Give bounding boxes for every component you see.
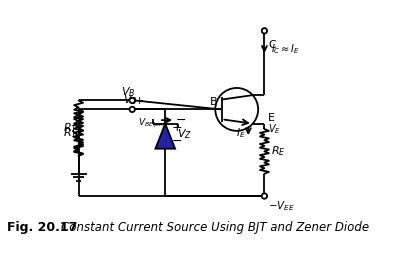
Text: $V_B$: $V_B$ bbox=[123, 93, 137, 107]
Text: $I_C \approx I_E$: $I_C \approx I_E$ bbox=[270, 42, 299, 56]
Text: $V_B$: $V_B$ bbox=[121, 85, 135, 99]
Text: $R_E$: $R_E$ bbox=[270, 145, 285, 158]
Text: $R_1$: $R_1$ bbox=[63, 126, 76, 140]
Text: B: B bbox=[209, 97, 216, 107]
Polygon shape bbox=[155, 124, 175, 149]
Circle shape bbox=[261, 28, 266, 33]
Text: $I_E$: $I_E$ bbox=[235, 126, 245, 140]
Circle shape bbox=[129, 107, 135, 112]
Text: $-V_{EE}$: $-V_{EE}$ bbox=[267, 200, 294, 213]
Circle shape bbox=[261, 193, 266, 199]
Text: $V_Z$: $V_Z$ bbox=[177, 127, 192, 141]
Text: −: − bbox=[175, 114, 186, 127]
Text: Constant Current Source Using BJT and Zener Diode: Constant Current Source Using BJT and Ze… bbox=[61, 221, 368, 234]
Text: Fig. 20.17: Fig. 20.17 bbox=[7, 221, 77, 234]
Text: −: − bbox=[171, 135, 182, 148]
Text: E: E bbox=[267, 113, 274, 123]
Text: +: + bbox=[171, 121, 182, 134]
Text: C: C bbox=[267, 40, 275, 50]
Text: $V_E$: $V_E$ bbox=[267, 122, 280, 135]
Text: $V_{BE(on)}$: $V_{BE(on)}$ bbox=[137, 116, 166, 130]
Text: +: + bbox=[134, 96, 144, 106]
Circle shape bbox=[129, 98, 135, 103]
Text: $R_1$: $R_1$ bbox=[63, 121, 76, 135]
